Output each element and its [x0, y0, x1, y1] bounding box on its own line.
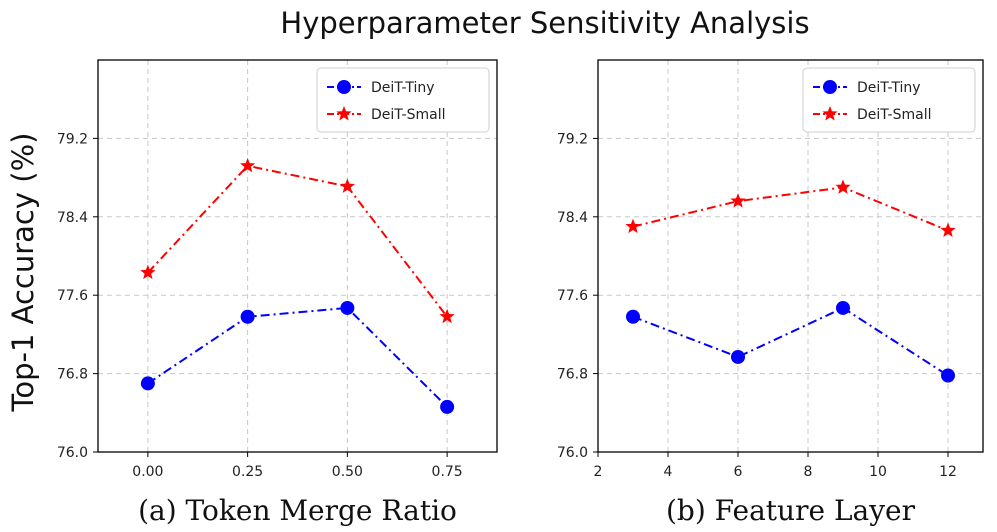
y-tick-label: 76.0 [57, 445, 88, 461]
x-tick-label: 4 [664, 464, 673, 480]
data-point-deit-small [240, 157, 256, 173]
y-tick-label: 78.4 [557, 210, 588, 226]
series-line-deit-small [632, 186, 949, 232]
legend-marker [336, 106, 352, 121]
x-tick-label: 0.50 [332, 464, 363, 480]
legend-label: DeiT-Small [857, 107, 931, 123]
data-point-deit-tiny [836, 300, 850, 315]
legend-marker [337, 80, 351, 94]
legend-marker [823, 80, 837, 94]
x-tick-label: 6 [734, 464, 743, 480]
data-point-deit-tiny [140, 376, 155, 391]
x-tick-label: 12 [939, 464, 957, 480]
figure-title: Hyperparameter Sensitivity Analysis [280, 6, 809, 40]
legend-box [802, 67, 976, 133]
plot-frame [597, 59, 984, 453]
y-tick-label: 76.8 [57, 367, 88, 383]
legend-label: DeiT-Tiny [371, 80, 435, 96]
y-tick-label: 76.8 [557, 367, 588, 383]
data-point-deit-small [940, 222, 956, 237]
subplot-feature-layer: 76.0 76.8 77.6 78.4 79.2 2 4 6 8 10 12 (b) Feature … [557, 59, 984, 527]
data-point-deit-small [730, 193, 746, 208]
legend-box [316, 67, 490, 133]
x-tick-label: 8 [804, 464, 813, 480]
shared-y-axis-label: Top-1 Accuracy (%) [6, 133, 40, 413]
series-line-deit-tiny [632, 306, 949, 377]
data-point-deit-tiny [731, 349, 745, 364]
legend-label: DeiT-Small [371, 107, 445, 123]
x-tick-label: 10 [869, 464, 887, 480]
data-point-deit-small [835, 179, 851, 194]
x-tick-label: 0.00 [132, 464, 163, 480]
legend-marker [822, 106, 838, 121]
x-axis-label: (b) Feature Layer [666, 494, 916, 527]
data-point-deit-tiny [941, 368, 955, 383]
series-line-deit-small [147, 164, 448, 318]
x-tick-label: 0.75 [432, 464, 463, 480]
x-tick-label: 2 [594, 464, 603, 480]
x-axis-label: (a) Token Merge Ratio [138, 494, 457, 527]
y-tick-label: 77.6 [557, 288, 588, 304]
legend: DeiT-Tiny DeiT-Small [316, 67, 490, 133]
data-point-deit-small [339, 178, 355, 193]
y-tick-label: 76.0 [557, 445, 588, 461]
y-tick-label: 79.2 [557, 131, 588, 147]
data-point-deit-tiny [626, 309, 640, 324]
series-line-deit-tiny [147, 306, 448, 408]
subplot-token-merge-ratio: 76.0 76.8 77.6 78.4 79.2 0.00 0.25 0.50 0.75 (a) … [57, 59, 498, 527]
data-point-deit-small [140, 264, 156, 280]
legend-label: DeiT-Tiny [857, 80, 921, 96]
data-point-deit-tiny [440, 399, 455, 414]
y-tick-label: 79.2 [57, 131, 88, 147]
legend: DeiT-Tiny DeiT-Small [802, 67, 976, 133]
x-tick-label: 0.25 [232, 464, 263, 480]
data-point-deit-tiny [340, 300, 355, 315]
data-point-deit-tiny [240, 309, 255, 324]
data-point-deit-small [625, 218, 641, 234]
data-point-deit-small [439, 308, 455, 324]
y-tick-label: 78.4 [57, 210, 88, 226]
y-tick-label: 77.6 [57, 288, 88, 304]
plot-frame [97, 59, 498, 453]
